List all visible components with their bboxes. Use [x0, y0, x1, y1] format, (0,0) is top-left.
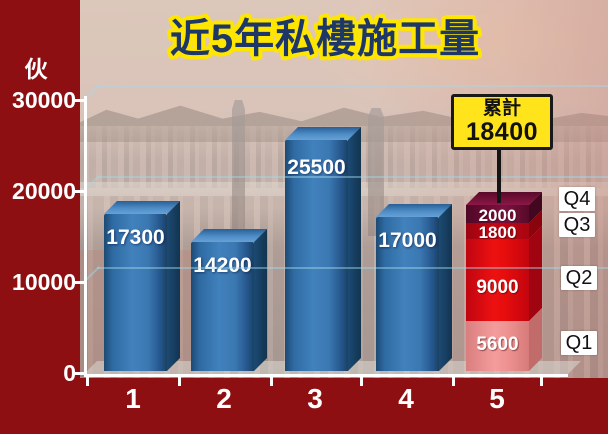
x-axis-tick [452, 377, 455, 386]
y-axis-tick [73, 281, 84, 284]
x-axis-tick [270, 377, 273, 386]
x-axis-tick [540, 377, 543, 386]
x-axis-tick [86, 377, 89, 386]
chart-title: 近5年私樓施工量 [169, 17, 481, 61]
gridline-30000 [97, 85, 608, 87]
bar-year3-value: 25500 [287, 156, 346, 179]
x-axis-tick [360, 377, 363, 386]
quarter-tag-q3: Q3 [559, 213, 595, 237]
bar-year5-q2-value: 9000 [476, 277, 519, 298]
bar-year1-front-face [104, 214, 167, 371]
bar-year5-q1-side [529, 308, 542, 371]
bar-year1-value: 17300 [106, 226, 165, 249]
bar-year3-front-face [285, 140, 348, 371]
x-axis-tick [178, 377, 181, 386]
y-tick-label-30000: 30000 [12, 87, 76, 113]
bar-year5-q1-segment [466, 321, 529, 371]
photo-tower-ifc [368, 108, 384, 236]
y-axis-unit-label: 伙 [24, 56, 48, 82]
callout-value: 18400 [465, 117, 539, 146]
callout-label: 累計 [482, 97, 521, 119]
quarter-tag-q2: Q2 [561, 266, 597, 290]
photo-sky-glow [291, 0, 608, 120]
bar-year5-q4-value: 2000 [478, 206, 517, 225]
bar-year1-side-face [167, 201, 180, 371]
bar-year4: 17000 [376, 204, 452, 371]
bar-year4-side-face [439, 204, 452, 371]
bar-year5-q3-segment [466, 223, 529, 239]
x-tick-label-year4: 4 [398, 383, 414, 414]
quarter-tag-q1: Q1 [561, 331, 597, 355]
y-tick-label-10000: 10000 [12, 269, 76, 295]
x-tick-label-year5: 5 [489, 383, 505, 414]
bar-year5-q2-segment [466, 239, 529, 321]
bar-year5-stacked: 2000 1800 9000 5600 [466, 192, 542, 371]
bar-year2-front-face [191, 242, 254, 371]
bar-year5-q1-value: 5600 [476, 334, 519, 355]
y-axis-tick [73, 99, 84, 102]
y-tick-label-0: 0 [63, 360, 76, 386]
bar-year2-side-face [254, 229, 267, 371]
y-axis-tick [73, 372, 84, 375]
gridline-10000 [97, 267, 608, 269]
bar-year5-q4-segment [466, 205, 529, 223]
y-axis-tick [73, 190, 84, 193]
x-axis-line [84, 374, 568, 377]
bar-year1: 17300 [104, 201, 180, 371]
gridline-20000 [97, 176, 608, 178]
x-tick-label-year1: 1 [125, 383, 141, 414]
bar-year4-front-face [376, 217, 439, 371]
y-tick-label-20000: 20000 [12, 178, 76, 204]
bar-year2: 14200 [191, 229, 267, 371]
bar-year5-q3-value: 1800 [478, 223, 517, 242]
callout-connector-line [497, 149, 501, 203]
bar-year4-value: 17000 [378, 229, 437, 252]
x-tick-label-year2: 2 [216, 383, 232, 414]
bar-year5-q2-side [529, 226, 542, 321]
bar-year3: 25500 [285, 127, 361, 371]
x-tick-label-year3: 3 [307, 383, 323, 414]
photo-tower-icc [232, 100, 245, 232]
quarter-tag-q4: Q4 [559, 187, 595, 211]
bar-year2-value: 14200 [193, 254, 252, 277]
cumulative-callout: 累計 18400 [451, 94, 553, 150]
bar-year3-side-face [348, 127, 361, 371]
y-axis-line [84, 96, 87, 377]
